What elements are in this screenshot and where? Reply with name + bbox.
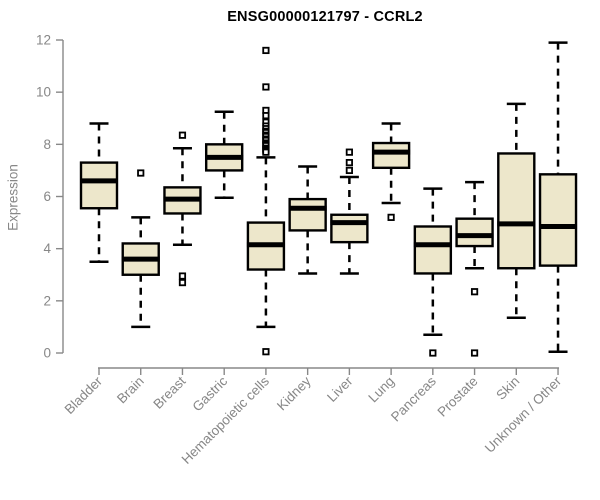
outlier-point <box>262 348 270 356</box>
box-iqr <box>330 213 369 244</box>
boxplot-group-pancreas <box>413 187 453 357</box>
box-iqr <box>371 141 411 170</box>
box-iqr <box>288 197 327 232</box>
y-tick-label: 12 <box>36 33 51 48</box>
boxplot-group-gastric <box>204 110 244 200</box>
y-tick-label: 8 <box>43 137 51 152</box>
box-iqr <box>497 152 536 270</box>
outlier-point <box>345 166 353 175</box>
outlier-point <box>470 288 479 296</box>
y-tick-label: 0 <box>43 346 51 361</box>
x-category-label: Bladder <box>62 373 106 417</box>
outlier-point <box>262 83 270 91</box>
box-iqr <box>538 173 578 267</box>
x-category-label: Breast <box>150 373 188 411</box>
outlier-point <box>178 131 187 139</box>
x-category-label: Skin <box>493 374 522 403</box>
outlier-point <box>137 169 145 177</box>
boxplot-group-lung <box>371 122 411 221</box>
x-category-label: Prostate <box>435 374 481 420</box>
x-category-label: Gastric <box>189 373 230 414</box>
chart-title: ENSG00000121797 - CCRL2 <box>227 9 423 25</box>
boxplot-group-brain <box>121 169 160 329</box>
outlier-point <box>178 278 187 287</box>
box-iqr <box>79 161 119 210</box>
x-category-label: Kidney <box>274 373 314 413</box>
x-category-label: Brain <box>114 374 147 407</box>
outlier-point <box>345 148 353 156</box>
boxplot-group-skin <box>497 102 536 320</box>
y-tick-label: 2 <box>43 293 51 308</box>
outlier-point <box>345 158 353 167</box>
boxplot-group-breast <box>163 131 202 287</box>
outlier-point <box>262 148 270 156</box>
boxplot-group-kidney <box>288 165 327 275</box>
x-category-label: Liver <box>324 373 356 405</box>
boxplot-group-prostate <box>455 180 494 357</box>
outlier-point <box>178 272 187 280</box>
boxplot-group-liver <box>330 148 369 275</box>
outlier-point <box>470 349 479 357</box>
outlier-point <box>387 213 395 221</box>
outlier-point <box>262 112 270 120</box>
y-tick-label: 6 <box>43 189 51 204</box>
x-category-label: Pancreas <box>388 373 439 424</box>
boxplot-group-bladder <box>79 122 119 263</box>
boxplot-group-unknown-other <box>538 41 578 353</box>
boxplot-group-hematopoietic-cells <box>246 46 286 356</box>
y-tick-label: 10 <box>36 85 51 100</box>
box-iqr <box>413 225 453 275</box>
outlier-point <box>429 349 437 357</box>
x-category-label: Unknown / Other <box>482 373 565 456</box>
box-iqr <box>455 217 494 248</box>
y-tick-label: 4 <box>43 241 51 256</box>
outlier-point <box>262 46 270 55</box>
x-category-label: Lung <box>365 374 397 406</box>
